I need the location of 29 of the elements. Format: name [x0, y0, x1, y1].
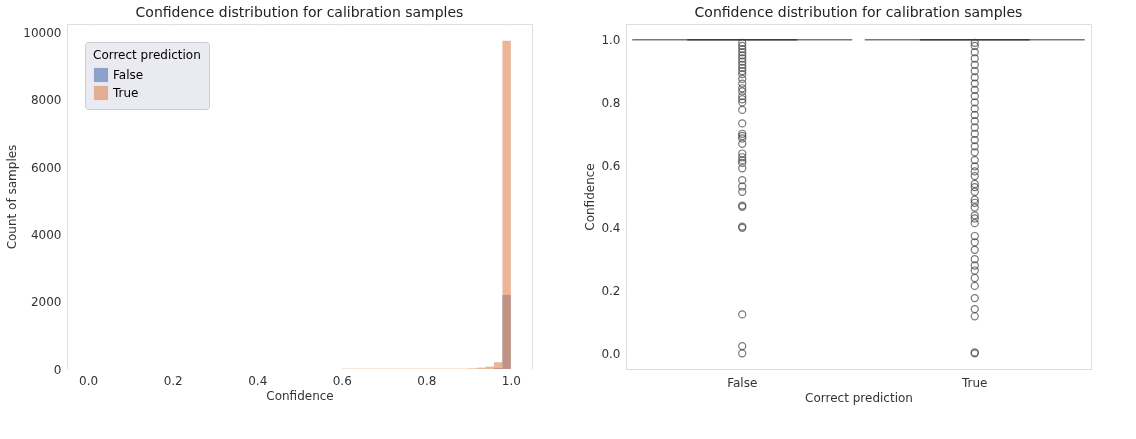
y-tick-label: 4000 [30, 227, 62, 242]
chart-title: Confidence distribution for calibration samples [694, 4, 1023, 20]
x-tick-label: 1.0 [501, 373, 521, 388]
y-tick-label: 0.2 [601, 284, 621, 299]
x-axis-title: Correct prediction [805, 390, 913, 405]
x-axis-title: Confidence [266, 388, 334, 403]
y-tick-label: 0.4 [601, 221, 621, 236]
y-tick-label: 2000 [30, 295, 62, 310]
x-tick-label: 0.8 [417, 373, 437, 388]
legend-label: True [112, 86, 139, 100]
legend-label: False [113, 68, 144, 82]
y-tick-label: 0.0 [601, 346, 621, 361]
x-tick-label: 0.2 [163, 373, 183, 388]
x-tick-label: False [727, 375, 758, 390]
x-tick-label: True [961, 375, 988, 390]
y-tick-label: 0 [53, 362, 62, 377]
y-tick-label: 0.8 [601, 95, 621, 110]
x-tick-label: 0.0 [79, 373, 99, 388]
legend-title: Correct prediction [93, 48, 201, 62]
y-tick-label: 1.0 [601, 33, 621, 48]
y-axis-title: Confidence [583, 163, 598, 231]
y-tick-label: 8000 [30, 93, 62, 108]
y-axis-title: Count of samples [5, 144, 20, 250]
y-tick-label: 6000 [30, 160, 62, 175]
y-tick-label: 10000 [23, 25, 62, 40]
y-tick-label: 0.6 [601, 158, 621, 173]
x-tick-label: 0.4 [248, 373, 268, 388]
x-tick-label: 0.6 [332, 373, 352, 388]
chart-title: Confidence distribution for calibration samples [135, 4, 464, 20]
